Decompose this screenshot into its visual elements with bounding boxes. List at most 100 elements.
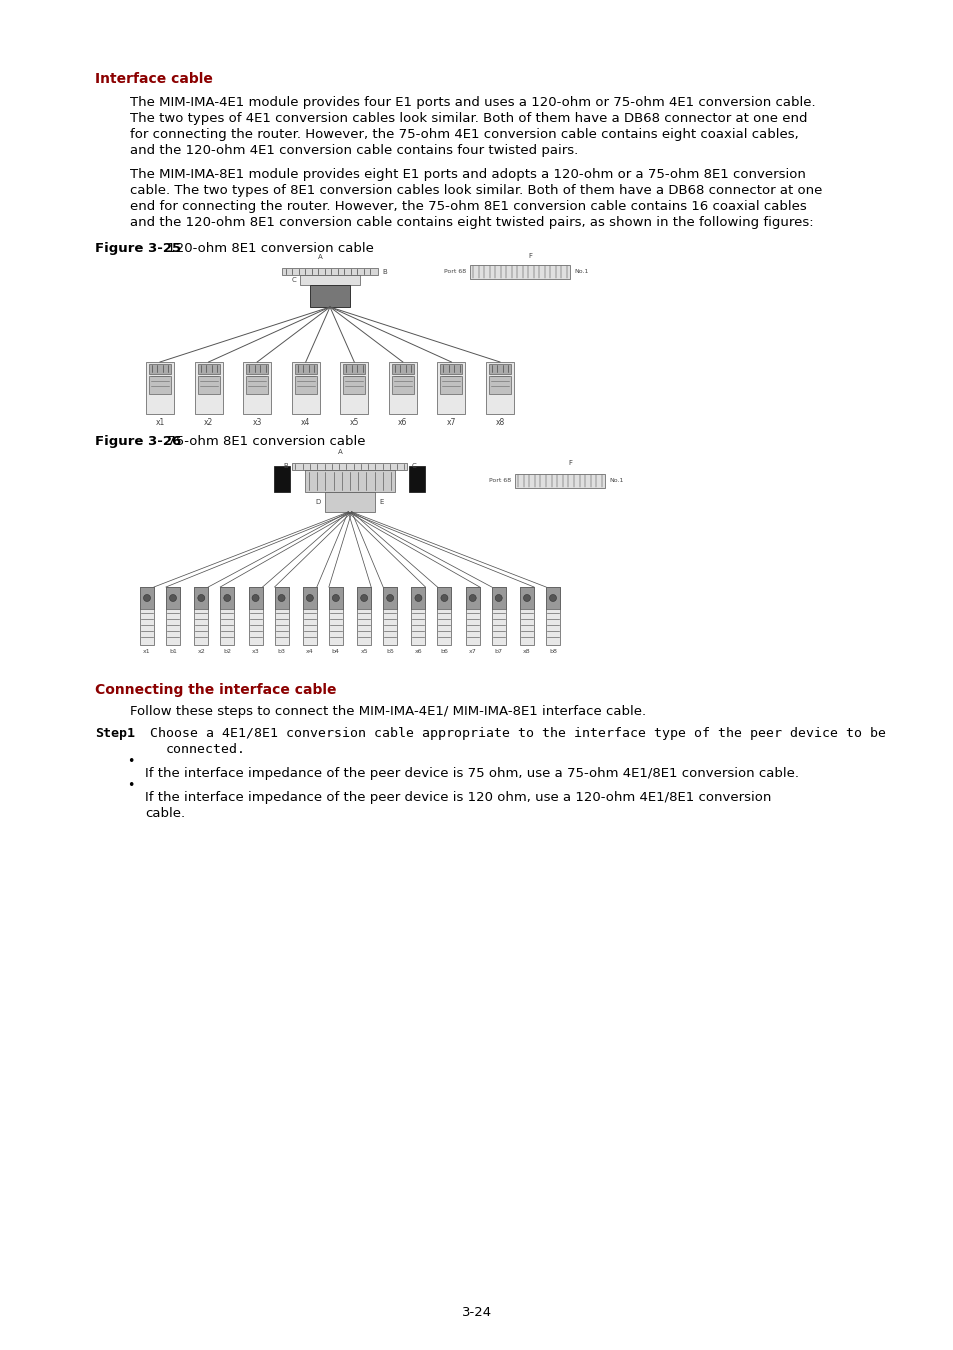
Text: x8: x8: [495, 418, 504, 427]
Text: x3: x3: [252, 649, 259, 653]
Circle shape: [224, 594, 231, 602]
Text: Figure 3-25: Figure 3-25: [95, 242, 181, 255]
Text: A: A: [317, 254, 322, 261]
Text: E: E: [378, 500, 383, 505]
Text: x8: x8: [522, 649, 530, 653]
Bar: [197, 364, 219, 374]
Bar: [305, 470, 395, 491]
Bar: [465, 587, 479, 645]
Text: x6: x6: [397, 418, 407, 427]
Bar: [383, 587, 396, 645]
Bar: [166, 587, 180, 609]
Text: x7: x7: [446, 418, 456, 427]
Bar: [392, 364, 414, 374]
Circle shape: [277, 594, 285, 602]
Text: •: •: [127, 755, 134, 768]
Text: x7: x7: [468, 649, 476, 653]
Text: If the interface impedance of the peer device is 120 ohm, use a 120-ohm 4E1/8E1 : If the interface impedance of the peer d…: [145, 791, 771, 805]
Text: B: B: [381, 269, 386, 274]
Bar: [194, 362, 222, 414]
Text: A: A: [337, 450, 342, 455]
Bar: [470, 265, 569, 278]
Text: x5: x5: [360, 649, 368, 653]
Text: The MIM-IMA-4E1 module provides four E1 ports and uses a 120-ohm or 75-ohm 4E1 c: The MIM-IMA-4E1 module provides four E1 …: [130, 96, 815, 109]
Bar: [340, 362, 368, 414]
Circle shape: [332, 594, 339, 602]
Text: B: B: [283, 463, 288, 470]
Text: b4: b4: [332, 649, 339, 653]
Text: b8: b8: [549, 649, 557, 653]
Text: Follow these steps to connect the MIM-IMA-4E1/ MIM-IMA-8E1 interface cable.: Follow these steps to connect the MIM-IM…: [130, 705, 645, 718]
Bar: [140, 587, 153, 609]
Bar: [325, 491, 375, 512]
Text: 3-24: 3-24: [461, 1305, 492, 1319]
Bar: [491, 587, 505, 645]
Bar: [489, 377, 511, 394]
Bar: [329, 587, 342, 645]
Text: The MIM-IMA-8E1 module provides eight E1 ports and adopts a 120-ohm or a 75-ohm : The MIM-IMA-8E1 module provides eight E1…: [130, 167, 805, 181]
Text: Port 68: Port 68: [488, 478, 511, 483]
Text: Interface cable: Interface cable: [95, 72, 213, 86]
Bar: [310, 285, 350, 306]
Bar: [246, 377, 268, 394]
Bar: [220, 587, 234, 609]
Circle shape: [360, 594, 367, 602]
Bar: [166, 587, 180, 645]
Text: x3: x3: [253, 418, 261, 427]
Bar: [465, 587, 479, 609]
Circle shape: [143, 594, 151, 602]
Text: C: C: [411, 463, 416, 470]
Bar: [389, 362, 416, 414]
Circle shape: [170, 594, 176, 602]
Circle shape: [495, 594, 501, 602]
Bar: [302, 587, 316, 609]
Circle shape: [386, 594, 394, 602]
Text: 75-ohm 8E1 conversion cable: 75-ohm 8E1 conversion cable: [163, 435, 365, 448]
Bar: [545, 587, 559, 609]
Text: C: C: [291, 277, 295, 284]
Text: b6: b6: [440, 649, 448, 653]
Bar: [519, 587, 534, 609]
Bar: [299, 275, 359, 285]
Bar: [249, 587, 262, 645]
Text: x4: x4: [301, 418, 310, 427]
Circle shape: [440, 594, 448, 602]
Text: F: F: [567, 460, 572, 466]
Text: F: F: [527, 254, 532, 259]
Bar: [343, 364, 365, 374]
Bar: [343, 377, 365, 394]
Bar: [146, 362, 173, 414]
Bar: [140, 587, 153, 645]
Text: Port 68: Port 68: [443, 269, 465, 274]
Bar: [515, 474, 604, 487]
Bar: [194, 587, 208, 609]
Bar: [411, 587, 425, 609]
Bar: [356, 587, 371, 609]
Text: x4: x4: [306, 649, 314, 653]
Text: b2: b2: [223, 649, 231, 653]
Text: and the 120-ohm 4E1 conversion cable contains four twisted pairs.: and the 120-ohm 4E1 conversion cable con…: [130, 144, 578, 157]
Text: b3: b3: [277, 649, 285, 653]
Text: No.1: No.1: [574, 269, 588, 274]
Bar: [282, 269, 377, 275]
Bar: [437, 587, 451, 609]
Bar: [274, 587, 288, 645]
Text: x6: x6: [415, 649, 422, 653]
Text: end for connecting the router. However, the 75-ohm 8E1 conversion cable contains: end for connecting the router. However, …: [130, 200, 806, 213]
Circle shape: [197, 594, 205, 602]
Circle shape: [415, 594, 421, 602]
Text: Figure 3-26: Figure 3-26: [95, 435, 181, 448]
Text: x5: x5: [349, 418, 358, 427]
Bar: [243, 362, 271, 414]
Bar: [437, 587, 451, 645]
Bar: [409, 466, 425, 491]
Text: and the 120-ohm 8E1 conversion cable contains eight twisted pairs, as shown in t: and the 120-ohm 8E1 conversion cable con…: [130, 216, 813, 230]
Text: b5: b5: [386, 649, 394, 653]
Text: No.1: No.1: [608, 478, 622, 483]
Text: x1: x1: [143, 649, 151, 653]
Bar: [294, 364, 316, 374]
Bar: [302, 587, 316, 645]
Bar: [383, 587, 396, 609]
Text: Connecting the interface cable: Connecting the interface cable: [95, 683, 336, 697]
Bar: [149, 364, 171, 374]
